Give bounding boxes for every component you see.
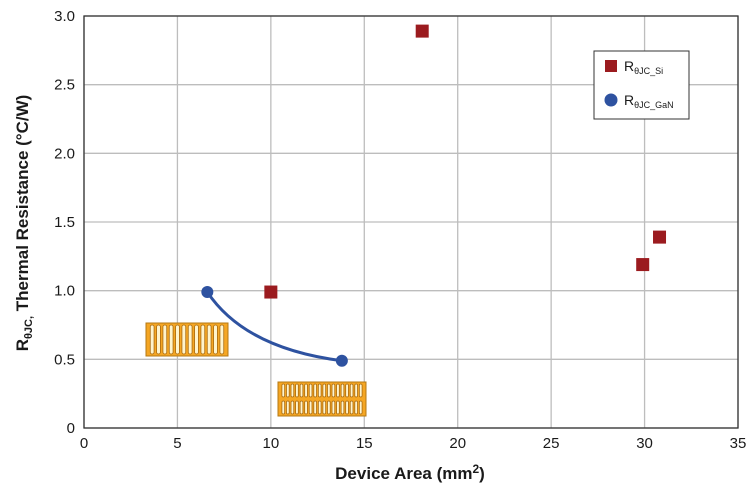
- die-finger: [168, 324, 174, 355]
- die-finger: [219, 324, 225, 355]
- y-axis-title: RθJC, Thermal Resistance (°C/W): [13, 95, 35, 352]
- x-tick-label: 5: [173, 435, 181, 452]
- legend: RθJC_Si RθJC_GaN: [593, 50, 690, 120]
- die-finger: [349, 400, 354, 415]
- legend-gan-label: RθJC_GaN: [624, 92, 674, 110]
- die-finger: [206, 324, 212, 355]
- die-finger: [181, 324, 187, 355]
- die-finger: [313, 383, 317, 398]
- die-finger: [149, 324, 155, 355]
- die-finger: [340, 383, 345, 398]
- x-tick-label: 0: [80, 435, 88, 452]
- die-finger: [313, 400, 317, 415]
- die-finger: [308, 383, 313, 398]
- die-finger: [304, 383, 308, 398]
- die-finger: [358, 383, 363, 398]
- x-axis-ticks: 0 5 10 15 20 25 30 35: [80, 435, 747, 452]
- die-finger: [200, 324, 206, 355]
- die-finger: [358, 400, 363, 415]
- x-tick-label: 35: [730, 435, 747, 452]
- legend-gan-marker: [604, 93, 618, 107]
- y-tick-label: 1.0: [54, 283, 75, 300]
- die-finger: [322, 383, 327, 398]
- die-finger: [340, 400, 345, 415]
- si-data-point: [415, 24, 429, 38]
- die-finger: [286, 383, 290, 398]
- die-finger: [162, 324, 168, 355]
- die-finger: [194, 324, 199, 355]
- die-finger: [345, 400, 349, 415]
- y-tick-label: 2.5: [54, 77, 75, 94]
- die-finger: [175, 324, 180, 355]
- die-finger: [354, 400, 358, 415]
- y-tick-label: 1.5: [54, 214, 75, 231]
- y-tick-label: 2.0: [54, 145, 75, 162]
- die-finger: [281, 400, 286, 415]
- die-finger: [317, 383, 322, 398]
- die-finger: [281, 383, 286, 398]
- legend-si-marker: [605, 60, 617, 72]
- gan-trend-curve: [206, 291, 343, 363]
- die-finger: [299, 400, 304, 415]
- x-tick-label: 15: [356, 435, 373, 452]
- die-finger: [299, 383, 304, 398]
- die-finger: [327, 400, 331, 415]
- die-finger: [331, 383, 336, 398]
- x-tick-label: 20: [449, 435, 466, 452]
- die-finger: [286, 400, 290, 415]
- y-tick-label: 0: [67, 420, 75, 437]
- die-finger: [304, 400, 308, 415]
- die-finger: [308, 400, 313, 415]
- die-finger: [327, 383, 331, 398]
- si-data-point: [636, 258, 650, 272]
- y-axis-ticks: 0 0.5 1.0 1.5 2.0 2.5 3.0: [54, 8, 75, 437]
- die-finger: [345, 383, 349, 398]
- die-finger: [187, 324, 193, 355]
- gan-die-small-image: [145, 322, 229, 357]
- legend-si-label: RθJC_Si: [624, 58, 663, 76]
- plot-area-frame: [83, 15, 739, 429]
- x-tick-label: 10: [263, 435, 280, 452]
- die-finger: [317, 400, 322, 415]
- x-axis-title: Device Area (mm2): [335, 462, 485, 483]
- die-finger: [336, 383, 340, 398]
- y-tick-label: 0.5: [54, 351, 75, 368]
- die-finger: [295, 400, 299, 415]
- si-data-point: [653, 230, 667, 244]
- die-finger: [290, 383, 295, 398]
- x-tick-label: 25: [543, 435, 560, 452]
- die-finger: [156, 324, 161, 355]
- die-finger: [331, 400, 336, 415]
- gan-data-point: [201, 286, 214, 299]
- die-finger: [295, 383, 299, 398]
- x-tick-label: 30: [636, 435, 653, 452]
- die-finger: [349, 383, 354, 398]
- die-finger: [213, 324, 218, 355]
- y-tick-label: 3.0: [54, 8, 75, 25]
- die-finger: [354, 383, 358, 398]
- die-finger: [322, 400, 327, 415]
- die-finger: [290, 400, 295, 415]
- gan-data-point: [335, 354, 348, 367]
- die-finger: [336, 400, 340, 415]
- data-marks: [201, 24, 667, 367]
- gan-die-large-image: [277, 381, 367, 417]
- si-data-point: [264, 285, 278, 299]
